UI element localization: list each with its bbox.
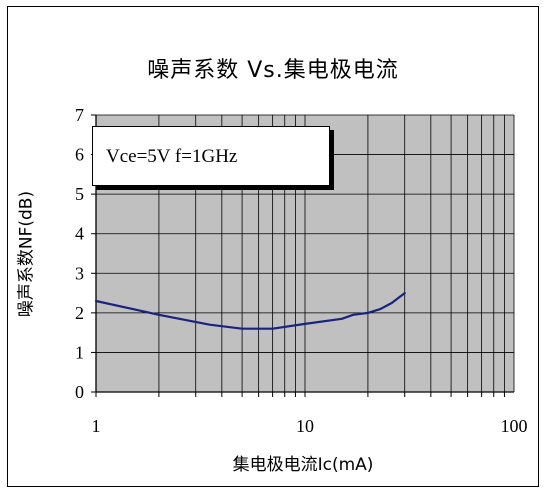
y-tick-label: 4 xyxy=(75,224,84,244)
y-tick-label: 6 xyxy=(75,145,84,165)
noise-figure-series-line xyxy=(94,292,406,330)
x-tick-label: 100 xyxy=(501,416,528,436)
annotation-text: Vce=5V f=1GHz xyxy=(106,146,238,167)
y-tick-label: 7 xyxy=(75,105,84,125)
y-tick-label: 1 xyxy=(75,342,84,362)
x-axis-label: 集电极电流Ic(mA) xyxy=(232,455,374,475)
y-tick-label: 2 xyxy=(75,303,84,323)
x-tick-label: 1 xyxy=(92,416,101,436)
x-tick-label: 10 xyxy=(296,416,314,436)
y-tick-label: 3 xyxy=(75,263,84,283)
chart-title: 噪声系数 Vs.集电极电流 xyxy=(147,58,399,83)
y-tick-label: 5 xyxy=(75,184,84,204)
annotation-box: Vce=5V f=1GHz xyxy=(92,126,330,186)
y-tick-label: 0 xyxy=(75,382,84,402)
